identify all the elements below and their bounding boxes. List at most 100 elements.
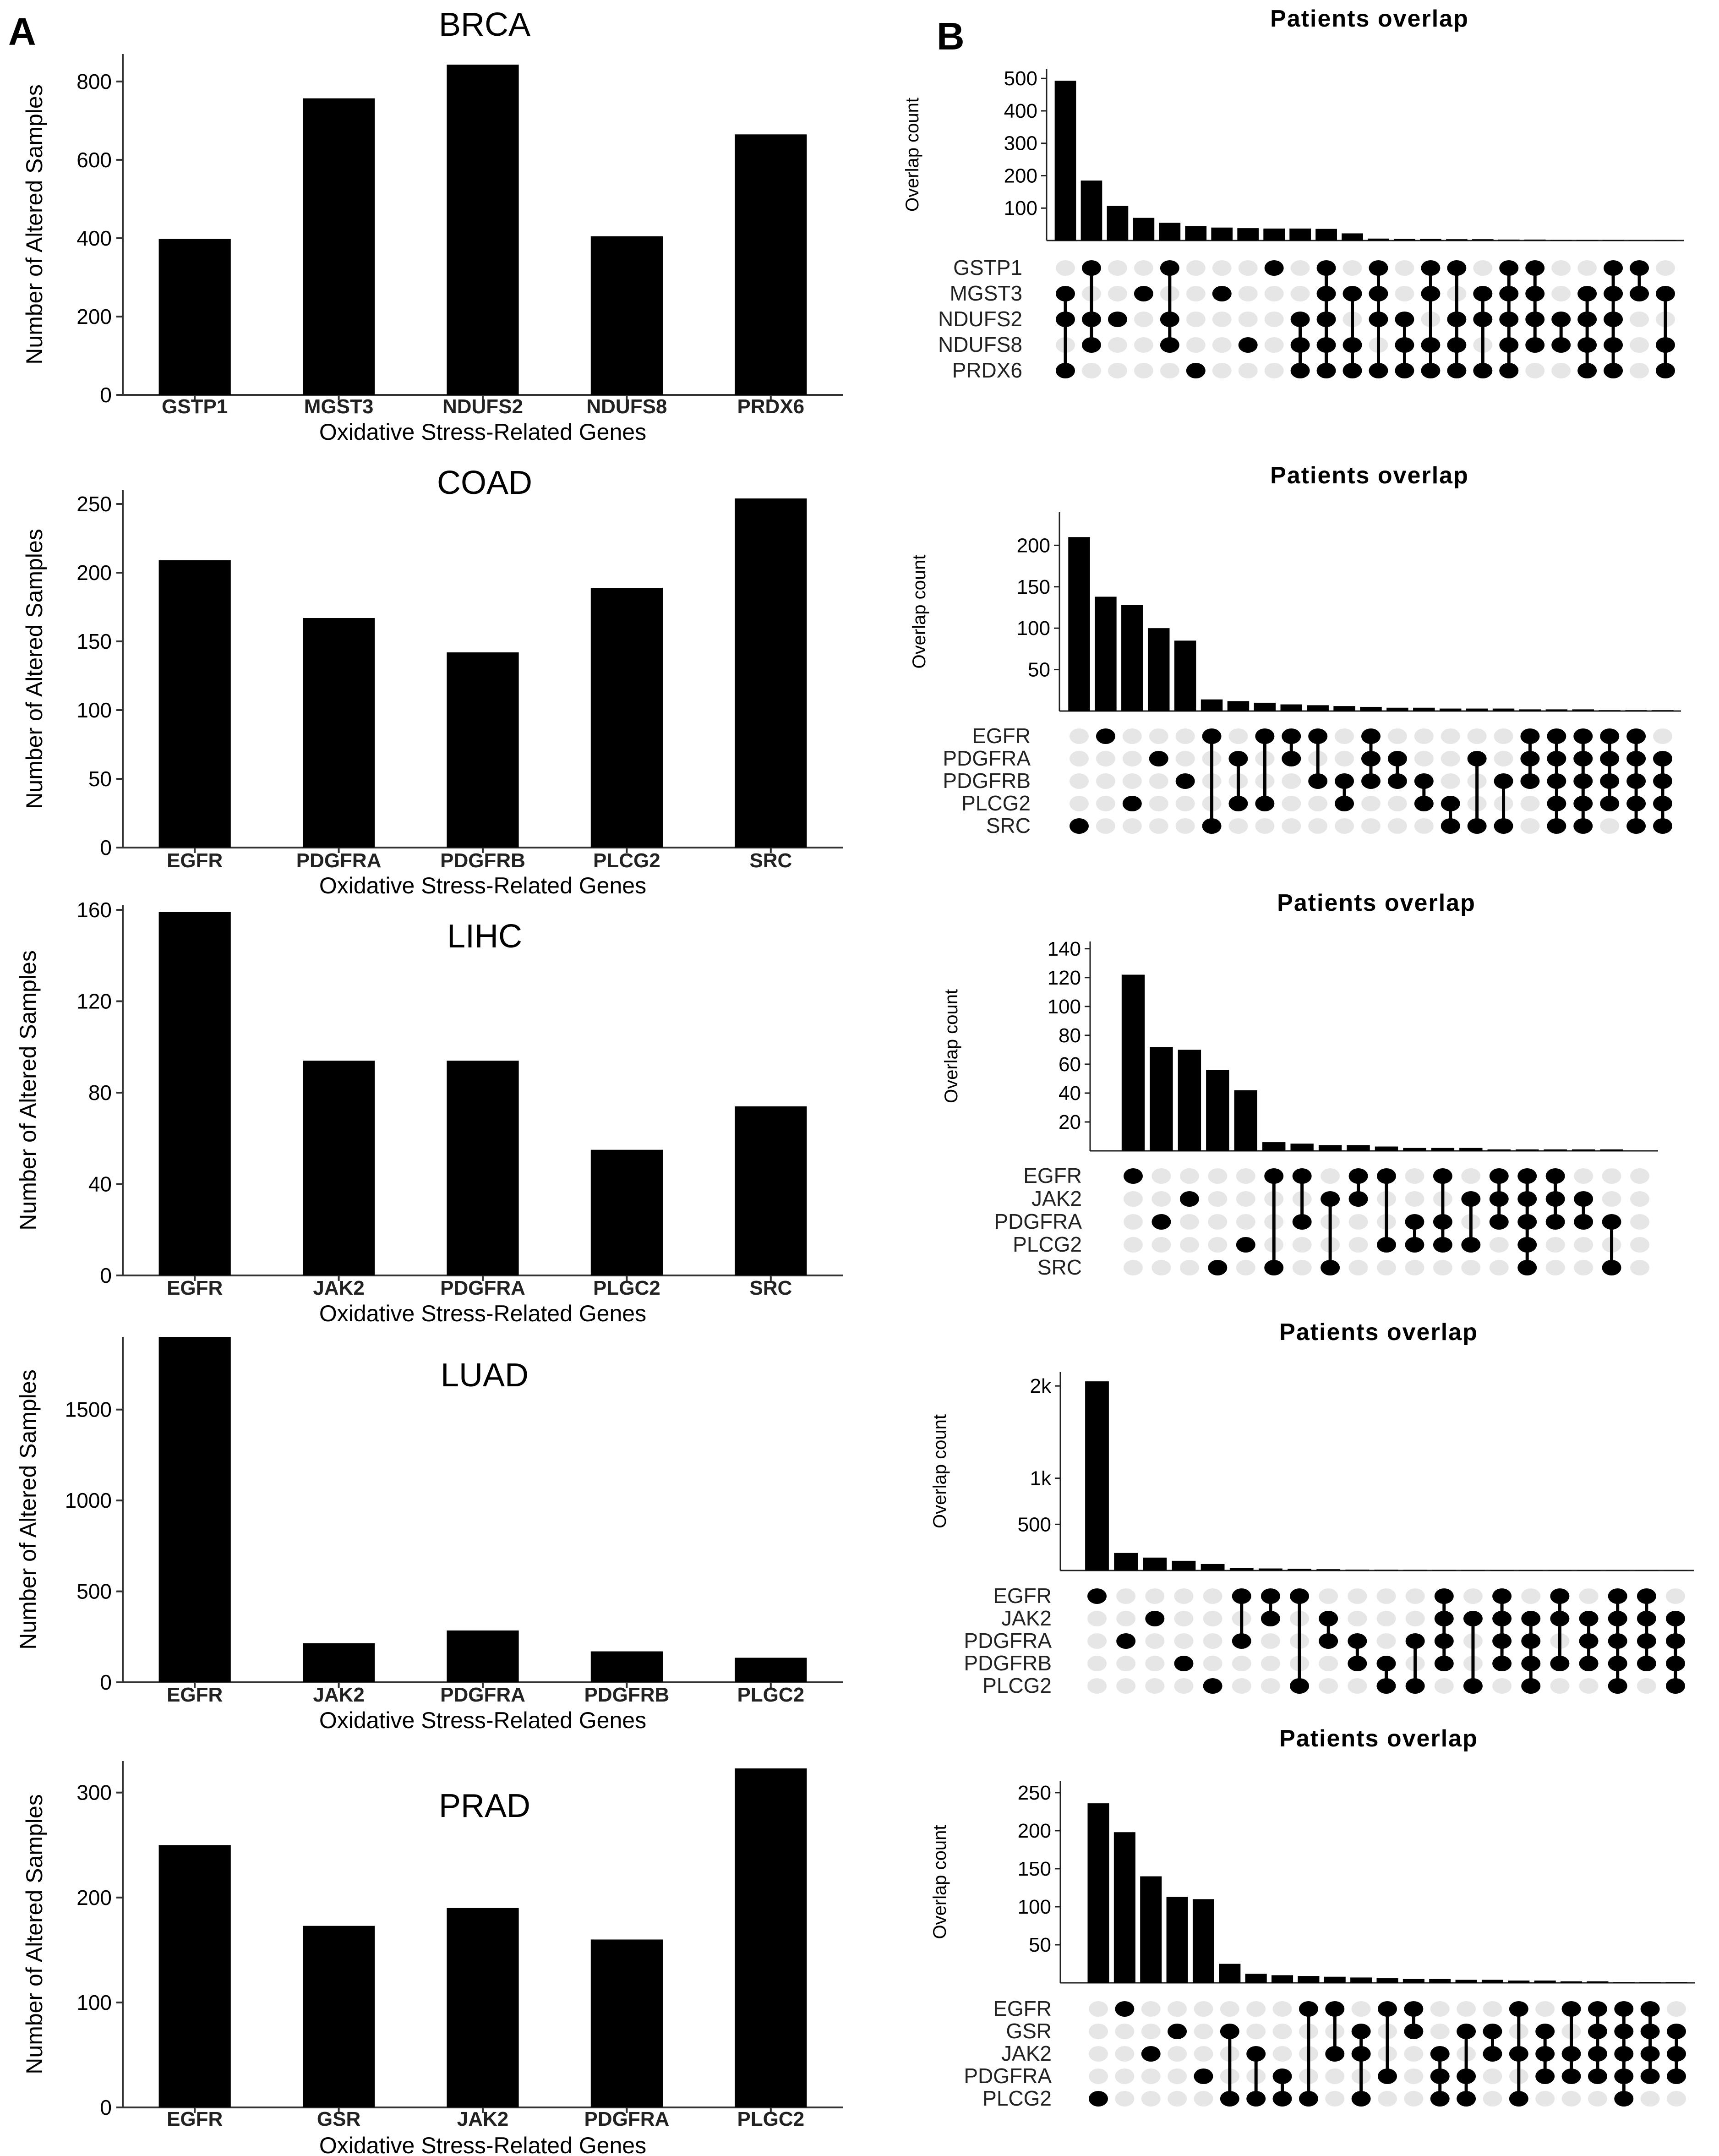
y-axis-title: Number of Altered Samples xyxy=(15,950,41,1230)
matrix-dot-empty xyxy=(1521,1588,1541,1604)
matrix-dot-empty xyxy=(1637,1678,1656,1694)
x-tick-label: GSR xyxy=(317,2108,360,2130)
intersection-bar xyxy=(1487,1149,1511,1151)
intersection-bar xyxy=(1576,240,1598,241)
x-axis-title: Oxidative Stress-Related Genes xyxy=(319,1301,646,1326)
upset-plot-5: Patients overlap 50 100 150 200 250 Overlap co… xyxy=(930,1725,1695,2110)
set-label-jak2: JAK2 xyxy=(1001,2041,1052,2065)
intersection-bar xyxy=(1360,706,1382,711)
matrix-dot-empty xyxy=(1325,2091,1345,2107)
matrix-dot-empty xyxy=(1238,363,1258,378)
matrix-dot-empty xyxy=(1430,2024,1450,2039)
matrix-dot-empty xyxy=(1272,2046,1292,2062)
bar-plgc2 xyxy=(735,1658,807,1682)
set-label-jak2: JAK2 xyxy=(1031,1187,1082,1210)
matrix-dot-filled xyxy=(1151,1214,1171,1230)
matrix-dot-empty xyxy=(1236,1168,1255,1184)
matrix-dot-empty xyxy=(1134,363,1153,378)
y-tick-label: 150 xyxy=(76,629,112,653)
matrix-dot-empty xyxy=(1228,818,1248,834)
matrix-dot-empty xyxy=(1122,728,1142,744)
intersection-bar xyxy=(1519,709,1541,711)
intersection-bar xyxy=(1159,223,1181,241)
y-axis-title: Number of Altered Samples xyxy=(22,529,47,809)
set-label-gsr: GSR xyxy=(1006,2019,1052,2043)
bar-chart-luad: LUAD 0 500 1000 1500 EGFR JAK2 PDGFRA PDGFRB PLGC… xyxy=(15,1337,843,1733)
x-tick-label: PDGFRA xyxy=(584,2108,670,2130)
matrix-dot-empty xyxy=(1122,751,1142,766)
upset-plot-3: Patients overlap 20 40 60 80 100 120 140 Overlap… xyxy=(941,890,1658,1279)
matrix-dot-empty xyxy=(1441,751,1460,766)
matrix-dot-empty xyxy=(1376,1588,1396,1604)
bar-src xyxy=(735,1106,807,1275)
matrix-dot-empty xyxy=(1463,1588,1483,1604)
intersection-bar xyxy=(1150,1047,1173,1151)
intersection-bar xyxy=(1625,710,1647,711)
x-tick-label: JAK2 xyxy=(313,1277,365,1299)
matrix-dot-empty xyxy=(1414,751,1434,766)
matrix-dot-empty xyxy=(1208,1237,1228,1253)
matrix-dot-empty xyxy=(1194,2024,1213,2039)
matrix-dot-empty xyxy=(1070,796,1089,811)
x-axis-title: Oxidative Stress-Related Genes xyxy=(319,1707,646,1733)
matrix-dot-empty xyxy=(1545,1237,1565,1253)
matrix-dot-empty xyxy=(1405,1611,1425,1626)
matrix-dot-empty xyxy=(1404,2091,1424,2107)
intersection-bar xyxy=(1599,710,1621,711)
intersection-bar xyxy=(1237,228,1259,241)
matrix-dot-empty xyxy=(1168,2001,1187,2017)
y-tick-label: 200 xyxy=(1004,164,1037,187)
y-tick-label: 80 xyxy=(1059,1024,1081,1047)
y-tick-label: 500 xyxy=(1018,1513,1051,1536)
matrix-dot-empty xyxy=(1115,2091,1135,2107)
matrix-dot-empty xyxy=(1405,1588,1425,1604)
matrix-dot-empty xyxy=(1630,1260,1649,1275)
matrix-dot-empty xyxy=(1174,1678,1194,1694)
set-label-egfr: EGFR xyxy=(972,724,1031,748)
upset-plot-4: Patients overlap 500 1k 2k Overlap count EGFR… xyxy=(930,1319,1694,1697)
matrix-dot-empty xyxy=(1290,286,1310,301)
matrix-dot-empty xyxy=(1124,1237,1143,1253)
matrix-dot-empty xyxy=(1290,260,1310,276)
matrix-dot-filled xyxy=(1264,260,1284,276)
matrix-dot-empty xyxy=(1096,818,1115,834)
intersection-bar xyxy=(1613,1982,1635,1983)
matrix-dot-empty xyxy=(1228,728,1248,744)
matrix-dot-empty xyxy=(1387,796,1407,811)
matrix-dot-empty xyxy=(1335,728,1354,744)
matrix-dot-empty xyxy=(1149,773,1168,789)
set-label-plcg2: PLCG2 xyxy=(961,791,1031,815)
intersection-bar xyxy=(1429,1979,1451,1983)
matrix-dot-filled xyxy=(1087,1588,1107,1604)
matrix-dot-empty xyxy=(1656,260,1675,276)
upset-title: Patients overlap xyxy=(1279,1725,1478,1752)
matrix-dot-empty xyxy=(1186,337,1206,353)
matrix-dot-empty xyxy=(1335,818,1354,834)
y-tick-label: 100 xyxy=(1018,1896,1051,1918)
matrix-dot-empty xyxy=(1145,1678,1165,1694)
y-axis-title: Number of Altered Samples xyxy=(15,1369,41,1649)
intersection-bar xyxy=(1245,1974,1267,1983)
matrix-dot-filled xyxy=(1175,773,1195,789)
matrix-dot-empty xyxy=(1186,260,1206,276)
x-axis-title: Oxidative Stress-Related Genes xyxy=(319,419,646,445)
intersection-bar xyxy=(1459,1148,1483,1151)
x-tick-label: PLGC2 xyxy=(593,1277,660,1299)
matrix-dot-filled xyxy=(1115,2001,1135,2017)
matrix-dot-empty xyxy=(1414,728,1434,744)
intersection-bar xyxy=(1095,596,1117,711)
upset-plot-2: Patients overlap 50 100 150 200 Overlap count… xyxy=(909,462,1681,837)
bar-pdgfrb xyxy=(447,652,519,848)
intersection-bar xyxy=(1298,1976,1320,1983)
matrix-dot-empty xyxy=(1238,286,1258,301)
bar-egfr xyxy=(158,560,231,848)
intersection-bar xyxy=(1481,1980,1503,1983)
matrix-dot-empty xyxy=(1087,1611,1107,1626)
intersection-bar xyxy=(1234,1090,1257,1151)
matrix-dot-empty xyxy=(1292,1260,1312,1275)
matrix-dot-filled xyxy=(1203,1678,1222,1694)
matrix-dot-empty xyxy=(1115,2046,1135,2062)
intersection-bar xyxy=(1315,229,1337,241)
matrix-dot-empty xyxy=(1494,728,1513,744)
